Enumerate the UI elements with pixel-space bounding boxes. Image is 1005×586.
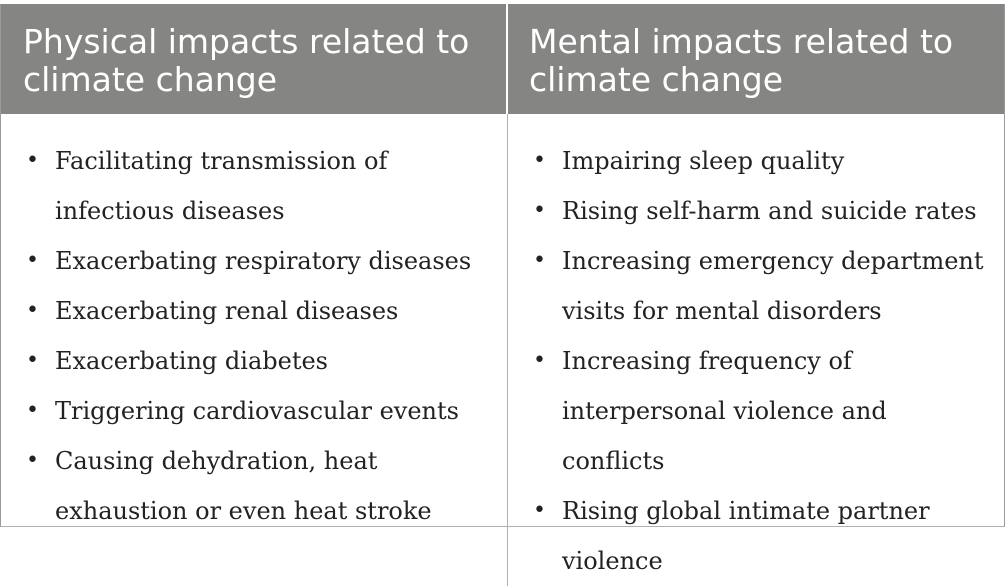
mental-impacts-list: • Impairing sleep quality • Rising self-ha… (528, 136, 994, 586)
list-item: • Exacerbating respiratory diseases (21, 236, 497, 286)
list-item-text: Causing dehydration, heat exhaustion or … (55, 447, 432, 525)
list-item-text: Exacerbating renal diseases (55, 297, 399, 325)
list-item: • Exacerbating diabetes (21, 336, 497, 386)
list-item: • Rising self-harm and suicide rates (528, 186, 994, 236)
mental-impacts-cell: • Impairing sleep quality • Rising self-ha… (508, 114, 1004, 586)
impacts-table: Physical impacts related to climate chan… (0, 4, 1005, 586)
bullet-icon: • (26, 248, 39, 273)
list-item: • Impairing sleep quality (528, 136, 994, 186)
list-item: • Exacerbating renal diseases (21, 286, 497, 336)
list-item-text: Exacerbating diabetes (55, 347, 328, 375)
bullet-icon: • (26, 448, 39, 473)
column-header-mental-impacts: Mental impacts related to climate change (508, 4, 1004, 114)
bullet-icon: • (533, 148, 546, 173)
bullet-icon: • (533, 348, 546, 373)
list-item: • Increasing emergency department visits … (528, 236, 994, 336)
column-header-physical-impacts: Physical impacts related to climate chan… (1, 4, 508, 114)
list-item-text: Exacerbating respiratory diseases (55, 247, 472, 275)
bullet-icon: • (533, 498, 546, 523)
list-item-text: Rising self-harm and suicide rates (562, 197, 977, 225)
bullet-icon: • (26, 298, 39, 323)
list-item: • Facilitating transmission of infectious… (21, 136, 497, 236)
list-item: • Causing dehydration, heat exhaustion or… (21, 436, 497, 536)
bullet-icon: • (533, 198, 546, 223)
list-item-text: Increasing emergency department visits f… (562, 247, 984, 325)
list-item-text: Triggering cardiovascular events (55, 397, 459, 425)
list-item: • Rising global intimate partner violence (528, 486, 994, 586)
list-item-text: Impairing sleep quality (562, 147, 845, 175)
bullet-icon: • (26, 348, 39, 373)
bullet-icon: • (26, 148, 39, 173)
list-item-text: Facilitating transmission of infectious … (55, 147, 388, 225)
list-item-text: Rising global intimate partner violence (562, 497, 930, 575)
list-item: • Increasing frequency of interpersonal v… (528, 336, 994, 486)
list-item-text: Increasing frequency of interpersonal vi… (562, 347, 887, 475)
physical-impacts-list: • Facilitating transmission of infectious… (21, 136, 497, 536)
list-item: • Triggering cardiovascular events (21, 386, 497, 436)
bullet-icon: • (533, 248, 546, 273)
bullet-icon: • (26, 398, 39, 423)
physical-impacts-cell: • Facilitating transmission of infectious… (1, 114, 508, 586)
